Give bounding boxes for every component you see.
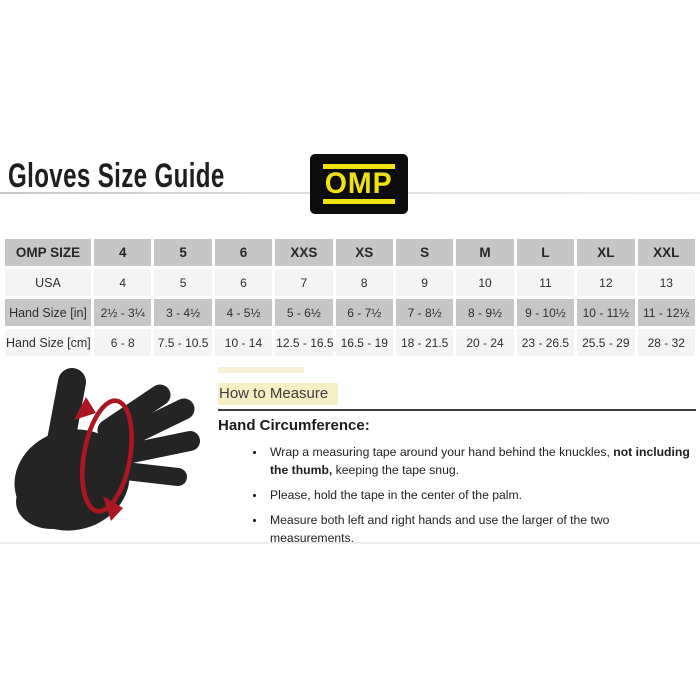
instruction-text: keeping the tape snug.: [332, 463, 460, 477]
usa-size-cell: 13: [637, 269, 695, 296]
table-row-omp-size: OMP SIZE 4 5 6 XXS XS S M L XL XXL: [5, 239, 695, 266]
hand-circumference-heading: Hand Circumference:: [218, 417, 370, 434]
hand-size-cm-cell: 12.5 - 16.5: [275, 329, 333, 356]
size-guide-table: OMP SIZE 4 5 6 XXS XS S M L XL XXL USA 4…: [2, 236, 698, 359]
size-header-cell: 5: [154, 239, 212, 266]
hand-size-in-cell: 6 - 7½: [335, 299, 393, 326]
usa-size-cell: 10: [456, 269, 514, 296]
row-header-omp-size: OMP SIZE: [5, 239, 91, 266]
section-divider: [218, 409, 696, 411]
instruction-item: Wrap a measuring tape around your hand b…: [266, 443, 696, 479]
hand-silhouette-icon: [14, 368, 200, 531]
logo-bar-top: [323, 164, 395, 169]
hand-size-cm-cell: 20 - 24: [456, 329, 514, 356]
usa-size-cell: 12: [577, 269, 635, 296]
instruction-text: Measure both left and right hands and us…: [270, 513, 610, 545]
usa-size-cell: 9: [395, 269, 454, 296]
table-row-hand-size-cm: Hand Size [cm] 6 - 8 7.5 - 10.5 10 - 14 …: [5, 329, 695, 356]
size-header-cell: XXL: [637, 239, 695, 266]
row-header-hand-size-in: Hand Size [in]: [5, 299, 91, 326]
usa-size-cell: 8: [335, 269, 393, 296]
hand-size-in-cell: 11 - 12½: [637, 299, 695, 326]
row-header-hand-size-cm: Hand Size [cm]: [5, 329, 91, 356]
hand-size-in-cell: 9 - 10½: [516, 299, 575, 326]
size-header-cell: XXS: [275, 239, 333, 266]
hand-size-in-cell: 5 - 6½: [275, 299, 333, 326]
hand-size-in-cell: 4 - 5½: [214, 299, 273, 326]
measuring-arrow-icon: [74, 397, 134, 521]
page-title: Gloves Size Guide: [8, 157, 225, 195]
instruction-text: Please, hold the tape in the center of t…: [270, 488, 523, 502]
measure-instructions-list: Wrap a measuring tape around your hand b…: [218, 443, 696, 547]
hand-size-cm-cell: 6 - 8: [94, 329, 152, 356]
hand-measure-illustration: [10, 368, 202, 532]
hand-size-in-cell: 3 - 4½: [154, 299, 212, 326]
instruction-item: Please, hold the tape in the center of t…: [266, 486, 696, 504]
hand-size-cm-cell: 7.5 - 10.5: [154, 329, 212, 356]
usa-size-cell: 7: [275, 269, 333, 296]
instruction-text: Wrap a measuring tape around your hand b…: [270, 445, 614, 459]
hand-size-in-cell: 8 - 9½: [456, 299, 514, 326]
size-header-cell: 6: [214, 239, 273, 266]
hand-size-in-cell: 10 - 11½: [577, 299, 635, 326]
hand-size-in-cell: 2½ - 3¼: [94, 299, 152, 326]
hand-size-cm-cell: 28 - 32: [637, 329, 695, 356]
bottom-divider: [0, 542, 700, 544]
table-row-usa: USA 4 5 6 7 8 9 10 11 12 13: [5, 269, 695, 296]
omp-logo-text: OMP: [325, 167, 393, 200]
size-header-cell: 4: [94, 239, 152, 266]
usa-size-cell: 5: [154, 269, 212, 296]
hand-size-cm-cell: 23 - 26.5: [516, 329, 575, 356]
usa-size-cell: 4: [94, 269, 152, 296]
logo-bar-bottom: [323, 199, 395, 204]
size-header-cell: S: [395, 239, 454, 266]
size-header-cell: XS: [335, 239, 393, 266]
size-header-cell: L: [516, 239, 575, 266]
instruction-bold-text: not including the thumb,: [270, 445, 690, 477]
size-header-cell: M: [456, 239, 514, 266]
hand-size-cm-cell: 25.5 - 29: [577, 329, 635, 356]
size-header-cell: XL: [577, 239, 635, 266]
hand-size-cm-cell: 10 - 14: [214, 329, 273, 356]
hand-size-cm-cell: 16.5 - 19: [335, 329, 393, 356]
usa-size-cell: 6: [214, 269, 273, 296]
usa-size-cell: 11: [516, 269, 575, 296]
highlight-strip: [218, 367, 304, 373]
hand-size-cm-cell: 18 - 21.5: [395, 329, 454, 356]
hand-size-in-cell: 7 - 8½: [395, 299, 454, 326]
omp-logo: OMP: [310, 154, 408, 214]
table-row-hand-size-in: Hand Size [in] 2½ - 3¼ 3 - 4½ 4 - 5½ 5 -…: [5, 299, 695, 326]
instruction-item: Measure both left and right hands and us…: [266, 511, 696, 547]
how-to-measure-heading: How to Measure: [218, 383, 339, 405]
how-to-measure-section: How to Measure Hand Circumference: Wrap …: [218, 366, 696, 554]
row-header-usa: USA: [5, 269, 91, 296]
